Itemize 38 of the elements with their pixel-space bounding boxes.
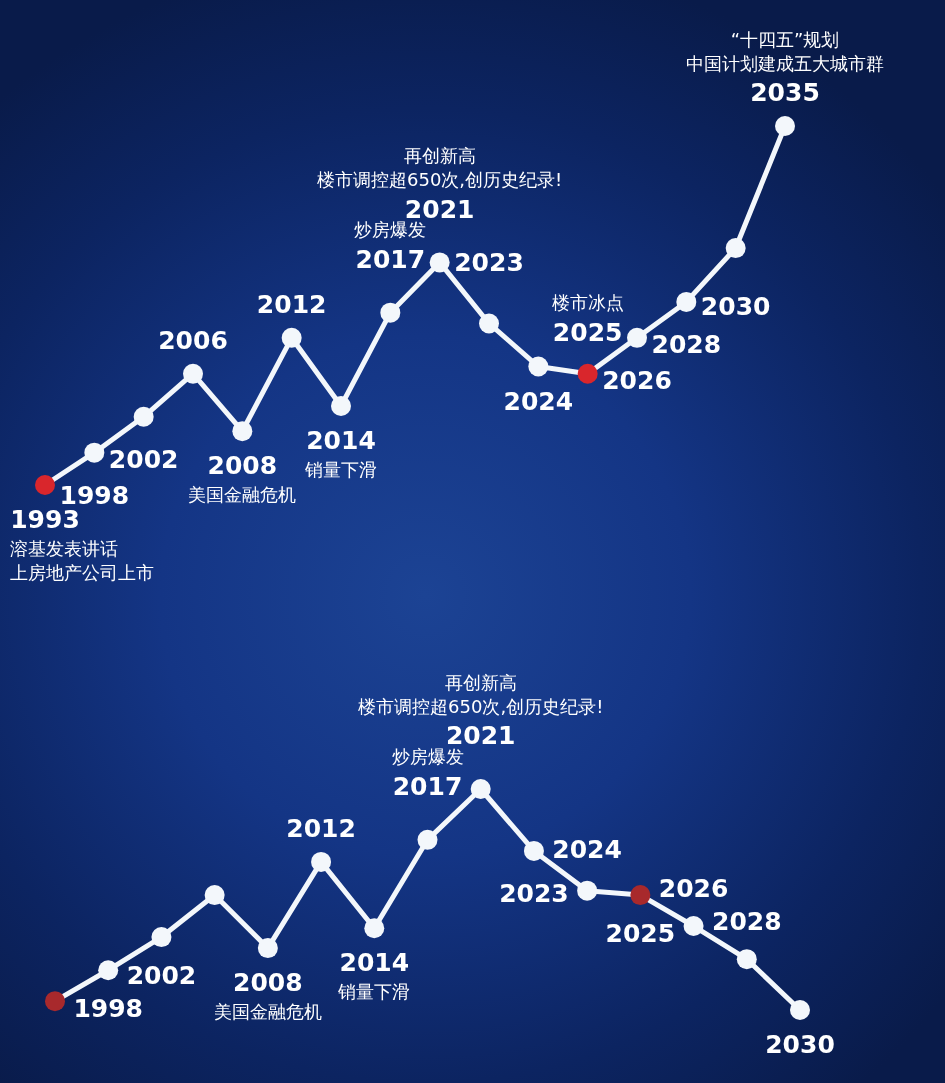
annotation: 2012 [286,814,356,844]
annotation: 2024 [503,386,574,416]
annotation: 1998 [73,994,144,1024]
annotation: 2006 [158,325,228,355]
text: 再创新高 [444,671,517,693]
annotation: 2002 [108,445,179,475]
annotation: 2008 [207,451,278,481]
annotation: 2008 [233,968,303,998]
annotation: 2014 [306,426,376,456]
annotation: 2025 [605,919,676,949]
annotation: 2026 [658,874,729,904]
annotation: 美国金融危机 [213,1001,322,1023]
annotation: 2030 [765,1030,835,1060]
annotation: 再创新高 [403,145,476,167]
annotation: 2017 [355,244,426,274]
annotation: 2035 [750,78,820,108]
annotation: 2023 [454,247,524,277]
annotation: 2026 [602,366,672,396]
annotation: 2014 [339,948,410,978]
text: “十四五”规划 [730,28,840,50]
annotation: 2025 [552,317,623,347]
annotation: 2012 [256,290,327,320]
annotation: 2002 [126,961,197,991]
annotation: 2024 [552,834,622,864]
annotation: 2028 [711,907,782,937]
annotation: 2017 [392,772,463,802]
annotation: 楼市调控超650次,创历史纪录! [317,169,563,191]
annotation: 楼市冰点 [551,292,624,314]
annotation: 销量下滑 [337,981,411,1003]
annotation: 销量下滑 [304,459,377,481]
annotation: 2028 [651,330,722,360]
text: 中国计划建成五大城市群 [686,52,884,74]
text: 上房地产公司上市 [10,562,154,584]
annotation: 美国金融危机 [188,484,297,506]
annotation: 2023 [499,879,569,909]
text: 楼市调控超650次,创历史纪录! [358,695,604,717]
annotation: 2030 [700,292,771,322]
text: 溶基发表讲话 [10,538,118,560]
